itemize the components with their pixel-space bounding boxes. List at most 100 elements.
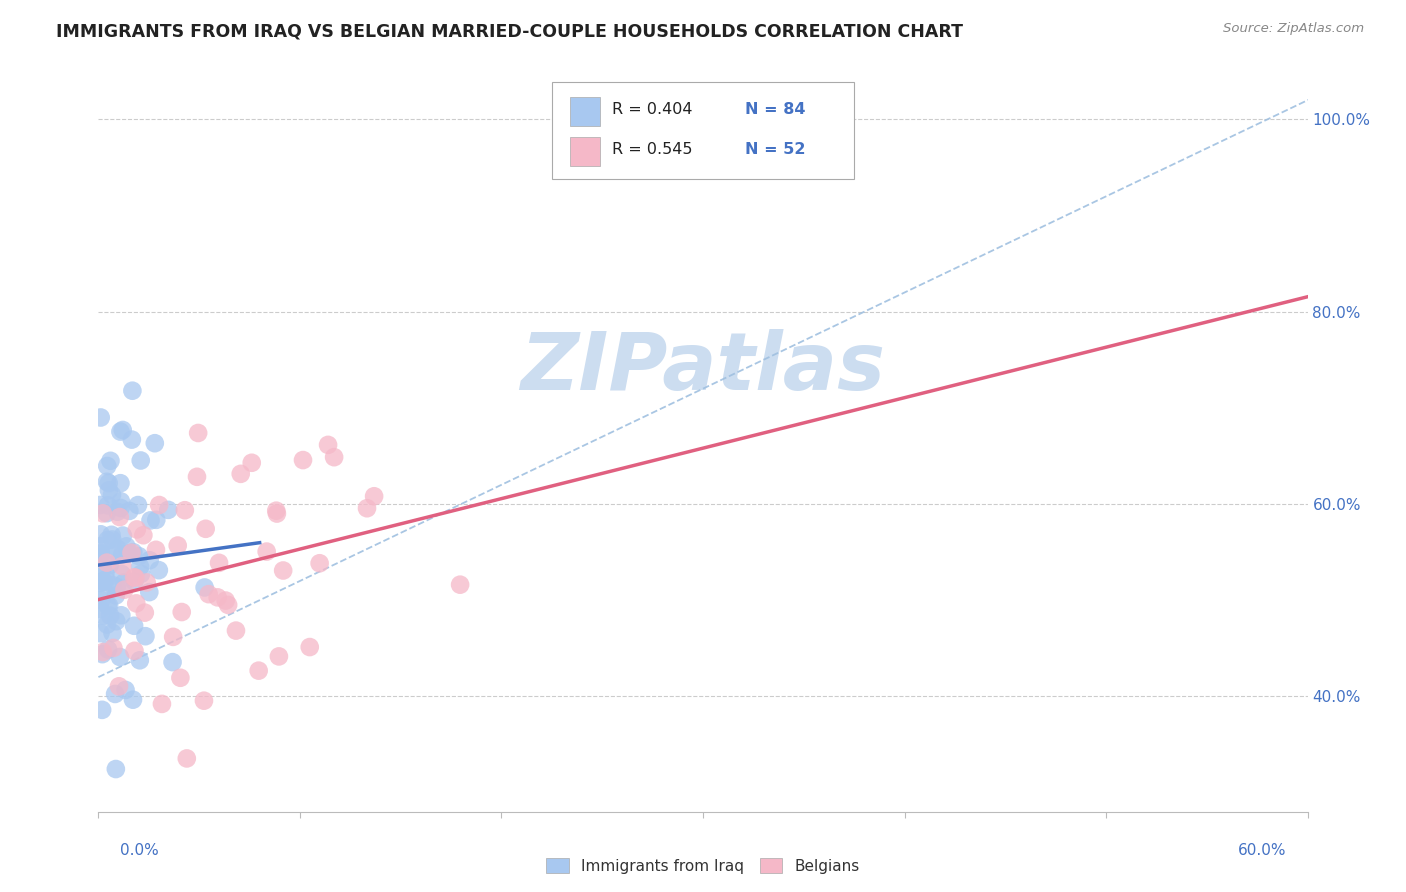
Point <box>186 470 208 484</box>
Point <box>138 585 160 599</box>
Point <box>97 599 120 613</box>
Point <box>240 456 263 470</box>
Point <box>110 608 132 623</box>
Point <box>145 542 167 557</box>
Point <box>111 559 134 574</box>
Point <box>124 644 146 658</box>
Point <box>356 501 378 516</box>
Point <box>271 564 294 578</box>
Point <box>91 559 114 574</box>
Point <box>122 619 145 633</box>
Point <box>225 624 247 638</box>
Point <box>150 697 173 711</box>
Point <box>108 510 131 524</box>
Point <box>89 602 111 616</box>
Point <box>145 513 167 527</box>
Point <box>148 498 170 512</box>
Point <box>122 545 145 559</box>
Point <box>111 548 134 562</box>
Point <box>118 546 141 560</box>
Point <box>101 578 124 592</box>
Point <box>148 563 170 577</box>
Legend: Immigrants from Iraq, Belgians: Immigrants from Iraq, Belgians <box>540 852 866 880</box>
Point <box>91 645 114 659</box>
Point <box>90 527 112 541</box>
Point <box>169 671 191 685</box>
Point <box>256 544 278 558</box>
Point <box>135 575 157 590</box>
Point <box>90 546 112 560</box>
Point <box>214 593 236 607</box>
Point <box>104 589 127 603</box>
Point <box>316 438 339 452</box>
Point <box>118 504 141 518</box>
Point <box>157 503 180 517</box>
Point <box>162 630 184 644</box>
Point <box>170 605 193 619</box>
Point <box>98 558 121 572</box>
Point <box>97 483 120 498</box>
Point <box>90 593 112 607</box>
Point <box>292 453 315 467</box>
Point <box>108 650 131 665</box>
Point <box>247 664 270 678</box>
Text: ZIPatlas: ZIPatlas <box>520 328 886 407</box>
Point <box>96 458 118 473</box>
Point <box>217 598 239 612</box>
Point <box>91 647 114 661</box>
Point <box>96 506 118 520</box>
Point <box>101 626 124 640</box>
Point <box>127 498 149 512</box>
Point <box>121 384 143 398</box>
Point <box>129 453 152 467</box>
Point <box>114 582 136 597</box>
Point <box>89 539 111 553</box>
Point <box>124 574 146 589</box>
Point <box>266 507 288 521</box>
Point <box>449 577 471 591</box>
FancyBboxPatch shape <box>551 82 855 178</box>
Text: R = 0.404: R = 0.404 <box>613 102 693 117</box>
Point <box>104 687 127 701</box>
FancyBboxPatch shape <box>569 96 600 126</box>
Point <box>125 523 148 537</box>
Text: N = 52: N = 52 <box>745 142 806 157</box>
Point <box>96 617 118 632</box>
Point <box>98 608 121 623</box>
Point <box>105 505 128 519</box>
Point <box>89 575 111 590</box>
Point <box>110 494 132 508</box>
Point <box>124 571 146 585</box>
Point <box>264 504 287 518</box>
Point <box>89 626 111 640</box>
Text: 0.0%: 0.0% <box>120 843 159 858</box>
Point <box>129 566 152 581</box>
Point <box>308 556 330 570</box>
Point <box>94 573 117 587</box>
Point <box>166 539 188 553</box>
FancyBboxPatch shape <box>569 136 600 166</box>
Point <box>98 599 121 613</box>
Point <box>128 653 150 667</box>
Point <box>108 679 131 693</box>
Point <box>173 503 195 517</box>
Point <box>115 539 138 553</box>
Point <box>100 528 122 542</box>
Point <box>112 575 135 590</box>
Point <box>129 559 152 574</box>
Point <box>111 528 134 542</box>
Point <box>176 751 198 765</box>
Point <box>110 476 132 491</box>
Point <box>139 513 162 527</box>
Point <box>89 547 111 561</box>
Text: N = 84: N = 84 <box>745 102 806 117</box>
Point <box>323 450 346 465</box>
Point <box>197 587 219 601</box>
Point <box>134 606 156 620</box>
Point <box>207 591 229 605</box>
Point <box>107 541 129 556</box>
Point <box>194 581 217 595</box>
Point <box>97 642 120 657</box>
Point <box>134 629 156 643</box>
Point <box>267 649 290 664</box>
